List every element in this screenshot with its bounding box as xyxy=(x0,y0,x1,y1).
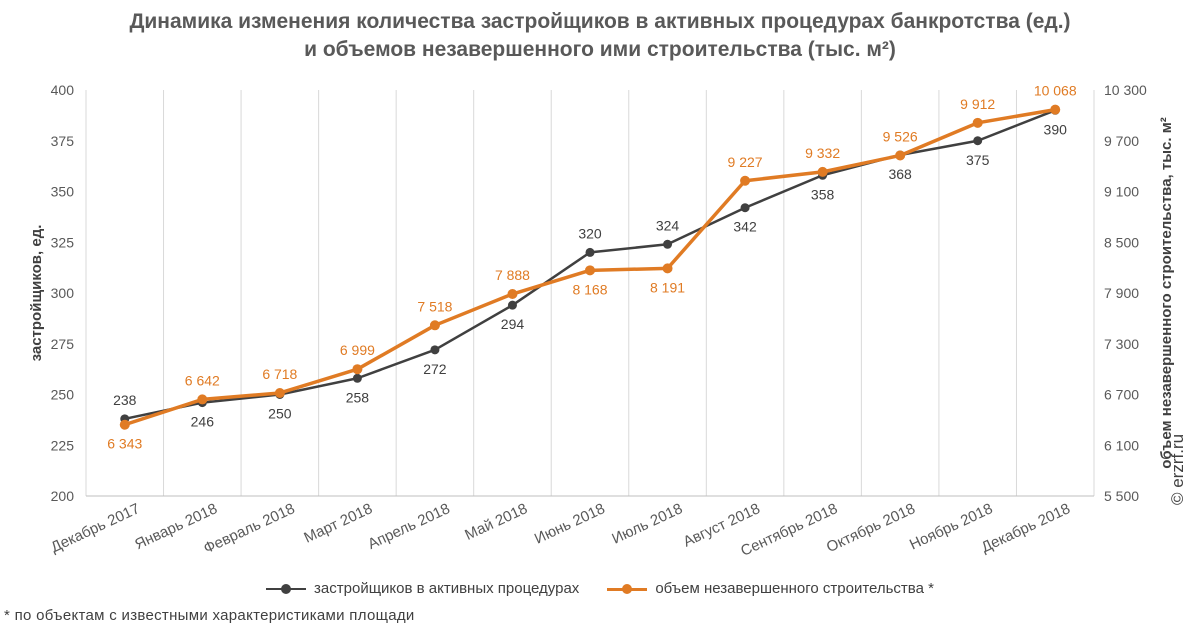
volume-data-label: 9 227 xyxy=(728,154,763,170)
builders-data-label: 246 xyxy=(191,414,215,430)
builders-point xyxy=(740,203,750,213)
volume-data-label: 8 191 xyxy=(650,279,685,295)
volume-data-label: 6 343 xyxy=(107,436,142,452)
builders-point xyxy=(663,239,673,249)
volume-point xyxy=(740,175,751,186)
builders-data-label: 238 xyxy=(113,392,137,408)
legend-item-builders: застройщиков в активных процедурах xyxy=(266,580,579,597)
y-right-tick-label: 6 700 xyxy=(1104,387,1139,403)
volume-data-label: 6 642 xyxy=(185,372,220,388)
builders-data-label: 390 xyxy=(1044,121,1068,137)
volume-data-label: 7 518 xyxy=(417,298,452,314)
volume-point xyxy=(197,394,208,405)
x-tick-label: Апрель 2018 xyxy=(365,500,452,553)
volume-point xyxy=(585,265,595,276)
builders-point xyxy=(507,300,517,310)
volume-data-label: 9 332 xyxy=(805,145,840,161)
volume-data-label: 6 999 xyxy=(340,342,375,358)
y-right-tick-label: 9 100 xyxy=(1104,184,1139,200)
chart-title-line2: и объемов незавершенного ими строительст… xyxy=(304,38,896,61)
y-left-tick-label: 300 xyxy=(51,285,75,301)
x-tick-label: Март 2018 xyxy=(301,500,375,546)
volume-point xyxy=(895,150,906,161)
y-right-tick-label: 7 300 xyxy=(1104,336,1139,352)
y-left-axis-title: застройщиков, ед. xyxy=(28,225,45,362)
builders-point xyxy=(430,345,440,355)
chart-title: Динамика изменения количества застройщик… xyxy=(0,8,1200,64)
y-left-tick-label: 250 xyxy=(51,387,75,403)
builders-data-label: 342 xyxy=(733,219,757,235)
y-left-tick-label: 200 xyxy=(51,488,75,504)
chart-title-line1: Динамика изменения количества застройщик… xyxy=(129,10,1071,33)
volume-data-label: 8 168 xyxy=(572,281,607,297)
builders-point xyxy=(973,136,983,146)
volume-data-label: 6 718 xyxy=(262,366,297,382)
y-right-tick-label: 6 100 xyxy=(1104,437,1139,453)
y-left-tick-label: 350 xyxy=(51,184,75,200)
y-left-tick-label: 400 xyxy=(51,82,75,98)
x-tick-label: Октябрь 2018 xyxy=(824,500,918,556)
volume-point xyxy=(507,289,518,300)
builders-data-label: 358 xyxy=(811,186,835,202)
footnote: * по объектам с известными характеристик… xyxy=(4,607,415,624)
volume-data-label: 7 888 xyxy=(495,267,530,283)
line-chart: 200 225 250 275 300 325 350 375 400 5 500 6 100 6 7… xyxy=(28,82,1175,560)
y-right-tick-label: 8 500 xyxy=(1104,234,1139,250)
y-left-tick-label: 275 xyxy=(51,336,75,352)
y-right-tick-label: 7 900 xyxy=(1104,285,1139,301)
x-tick-label: Декабрь 2017 xyxy=(48,500,142,556)
builders-data-label: 320 xyxy=(578,225,602,241)
volume-point xyxy=(352,364,363,375)
volume-data-label: 9 912 xyxy=(960,96,995,112)
legend: застройщиков в активных процедурах объем… xyxy=(0,580,1200,597)
y-left-tick-label: 375 xyxy=(51,133,75,149)
volume-point xyxy=(1050,104,1061,115)
volume-point xyxy=(817,166,828,177)
volume-point xyxy=(119,419,130,430)
y-right-tick-label: 9 700 xyxy=(1104,133,1139,149)
y-right-tick-label: 10 300 xyxy=(1104,82,1147,98)
builders-data-label: 375 xyxy=(966,152,990,168)
volume-data-label: 10 068 xyxy=(1034,83,1077,99)
legend-swatch-volume xyxy=(607,583,648,595)
builders-data-label: 368 xyxy=(888,166,912,182)
x-tick-label: Июль 2018 xyxy=(609,500,685,547)
legend-swatch-builders xyxy=(266,583,307,595)
volume-point xyxy=(429,320,440,331)
volume-point xyxy=(274,387,285,398)
volume-point xyxy=(972,117,983,128)
volume-point xyxy=(662,263,673,274)
y-right-axis-title: объем незавершенного строительства, тыс.… xyxy=(1158,117,1175,469)
legend-label-builders: застройщиков в активных процедурах xyxy=(314,580,580,597)
builders-data-label: 250 xyxy=(268,406,292,422)
x-tick-label: Май 2018 xyxy=(462,500,530,544)
legend-item-volume: объем незавершенного строительства * xyxy=(607,580,934,597)
builders-point xyxy=(352,373,362,383)
builders-data-label: 258 xyxy=(346,389,370,405)
x-tick-label: Декабрь 2018 xyxy=(979,500,1073,556)
builders-data-label: 272 xyxy=(423,361,447,377)
y-left-tick-label: 225 xyxy=(51,437,75,453)
legend-label-volume: объем незавершенного строительства * xyxy=(655,580,934,597)
watermark: © erzrf.ru xyxy=(1168,433,1187,505)
y-left-tick-label: 325 xyxy=(51,234,75,250)
builders-data-label: 324 xyxy=(656,217,680,233)
builders-data-label: 294 xyxy=(501,316,525,332)
x-tick-label: Июнь 2018 xyxy=(532,500,608,547)
y-right-tick-label: 5 500 xyxy=(1104,488,1139,504)
volume-data-label: 9 526 xyxy=(883,128,918,144)
builders-point xyxy=(585,247,595,257)
